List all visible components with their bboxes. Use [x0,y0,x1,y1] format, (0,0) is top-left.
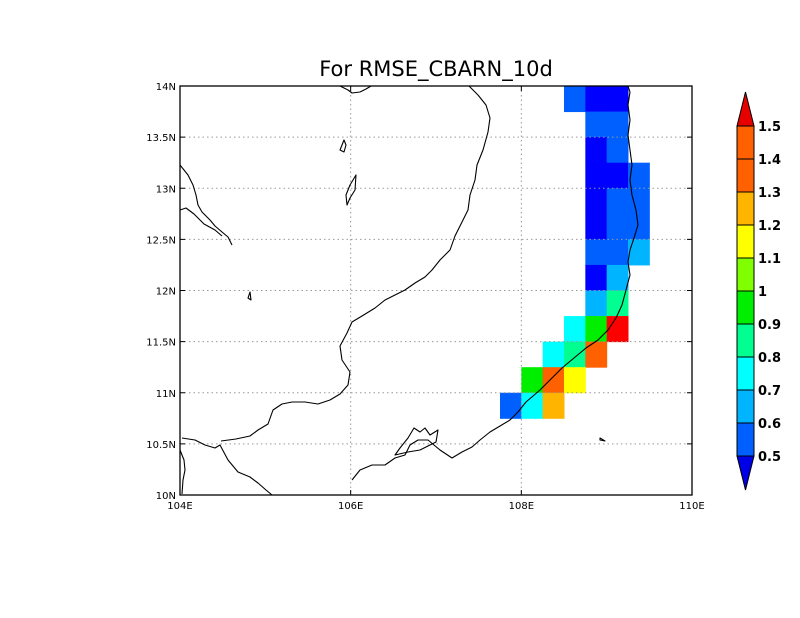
heatmap-cell [542,367,565,394]
coastline-islands [339,139,347,153]
heatmap-cell [521,367,544,394]
coastline-mainland [220,85,491,442]
coastline-delta [179,449,186,495]
heatmap-cell [521,392,544,419]
y-tick-label: 12N [156,287,176,298]
colorbar-bin [736,191,755,226]
y-tick-label: 12.5N [146,235,176,246]
heatmap-cell [542,392,565,419]
heatmap-cell [606,213,629,240]
heatmap-cell [585,239,608,266]
coastline-islands [247,291,252,301]
colorbar-over-arrow [736,91,755,127]
coastline-south [351,85,639,481]
heatmap-cell [542,341,565,368]
heatmap-cell [628,213,650,240]
colorbar-bin [736,389,755,424]
colorbar-bin [736,257,755,292]
heatmap-cell [585,137,608,164]
heatmap-cell [585,264,608,291]
colorbar-label: 0.7 [758,384,781,399]
heatmap-cell [585,290,608,317]
chart-title: For RMSE_CBARN_10d [319,57,553,82]
heatmap-cell [585,111,608,138]
colorbar-bin [736,290,755,325]
heatmap-cell [564,367,586,394]
heatmap-cell [606,162,629,189]
colorbar-bin [736,224,755,259]
colorbar-label: 0.9 [758,318,781,333]
coastline-mainland [339,85,372,94]
heatmap-cell [564,316,586,343]
coastline-islands [394,427,439,456]
heatmap-cell [606,86,629,113]
heatmap-cell [606,290,629,317]
x-tick-label: 110E [679,501,704,512]
colorbar-label: 1 [758,285,767,300]
x-tick-label: 104E [167,501,192,512]
coastline [179,85,639,496]
heatmap-cells [500,86,650,419]
grid-lines [180,86,692,495]
coastline-islands [345,174,357,206]
heatmap-cell [585,341,608,368]
colorbar-bin [736,356,755,391]
heatmap-cell [500,392,522,419]
y-tick-label: 13.5N [146,133,176,144]
heatmap-cell [564,86,586,113]
heatmap-cell [585,316,608,343]
colorbar-bin [736,323,755,358]
x-tick-label: 108E [509,501,534,512]
colorbar-label: 1.4 [758,153,781,168]
colorbar-label: 1.5 [758,120,781,135]
heatmap-cell [628,188,650,215]
coastline-islands [599,437,606,442]
heatmap-cell [606,137,629,164]
heatmap-cell [585,86,608,113]
y-tick-label: 14N [156,82,176,93]
heatmap-cell [606,264,629,291]
colorbar-under-arrow [736,455,755,491]
colorbar-bin [736,422,755,457]
heatmap-cell [585,162,608,189]
colorbar-label: 1.2 [758,219,781,234]
y-tick-label: 10.5N [146,440,176,451]
heatmap-cell [585,213,608,240]
heatmap-cell [606,316,629,343]
x-tick-label: 106E [338,501,363,512]
heatmap-cell [606,111,629,138]
y-tick-label: 11N [156,389,176,400]
y-tick-label: 13N [156,184,176,195]
colorbar-label: 0.6 [758,417,781,432]
coastline-gulf [179,164,233,246]
colorbar-bin [736,125,755,160]
heatmap-cell [606,239,629,266]
y-tick-label: 11.5N [146,338,176,349]
colorbar-bin [736,158,755,193]
y-tick-label: 10N [156,491,176,502]
colorbar-label: 0.5 [758,450,781,465]
colorbar-label: 1.1 [758,252,781,267]
colorbar-label: 1.3 [758,186,781,201]
coastline-southeast [181,437,273,496]
heatmap-cell [628,239,650,266]
y-axis-ticks: 10N 10.5N 11N 11.5N 12N 12.5N 13N 13.5N 14N [146,82,692,502]
x-axis-ticks: 104E 106E 108E 110E [167,86,705,512]
coastline-gulf [179,207,223,237]
colorbar-label: 0.8 [758,351,781,366]
colorbar: 0.5 0.6 0.7 0.8 0.9 1 1.1 1.2 1.3 1.4 1.5 [736,91,781,491]
heatmap-cell [628,162,650,189]
heatmap-cell [585,188,608,215]
heatmap-cell [606,188,629,215]
